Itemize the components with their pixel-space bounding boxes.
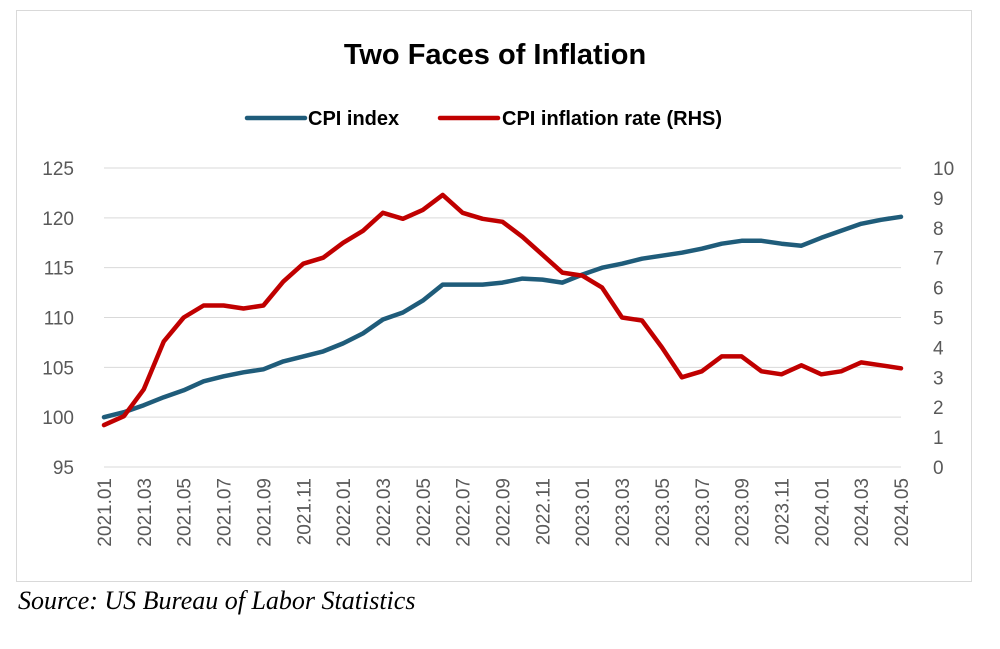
y-right-tick-label: 9	[933, 189, 944, 210]
x-tick-label: 2024.05	[892, 478, 913, 547]
gridlines	[104, 167, 901, 468]
y-right-tick-label: 5	[933, 309, 944, 330]
legend: CPI index CPI inflation rate (RHS)	[244, 108, 722, 130]
x-tick-label: 2021.07	[215, 478, 236, 547]
x-tick-label: 2022.05	[414, 478, 435, 547]
y-left-tick-label: 115	[44, 259, 74, 280]
y-right-tick-label: 7	[933, 249, 944, 270]
y-right-tick-label: 4	[933, 338, 944, 359]
series-lines	[101, 192, 904, 428]
y-right-tick-label: 6	[933, 279, 944, 300]
y-left-tick-label: 120	[42, 209, 74, 230]
x-tick-label: 2021.11	[294, 478, 315, 545]
x-tick-label: 2022.09	[494, 478, 515, 547]
y-axis-left: 95 100 105 110 115 120 125	[42, 159, 74, 479]
x-tick-label: 2021.03	[135, 478, 156, 547]
chart-title: Two Faces of Inflation	[344, 39, 646, 71]
y-left-tick-label: 110	[44, 309, 74, 330]
x-tick-label: 2021.05	[175, 478, 196, 547]
y-right-tick-label: 3	[933, 368, 944, 389]
y-right-tick-label: 0	[933, 458, 944, 479]
x-tick-label: 2021.09	[254, 478, 275, 547]
legend-label: CPI inflation rate (RHS)	[502, 108, 722, 130]
x-tick-label: 2024.01	[812, 478, 833, 547]
chart-svg: Two Faces of Inflation CPI index CPI infl…	[42, 39, 954, 547]
x-tick-label: 2022.01	[334, 478, 355, 547]
x-tick-label: 2023.09	[733, 478, 754, 547]
y-left-tick-label: 100	[42, 408, 74, 429]
x-tick-label: 2021.01	[95, 478, 116, 547]
series-line-cpi-inflation-rate-rhs	[101, 192, 904, 428]
chart-frame: Two Faces of Inflation CPI index CPI infl…	[16, 10, 972, 582]
x-tick-label: 2022.03	[374, 478, 395, 547]
x-tick-label: 2023.11	[772, 478, 793, 545]
series-line-cpi-index	[101, 214, 904, 420]
y-left-tick-label: 95	[53, 458, 74, 479]
y-right-tick-label: 10	[933, 159, 954, 180]
x-tick-label: 2022.11	[533, 478, 554, 545]
source-note: Source: US Bureau of Labor Statistics	[18, 586, 416, 615]
legend-label: CPI index	[308, 108, 399, 130]
y-right-tick-label: 8	[933, 219, 944, 240]
y-right-tick-label: 1	[933, 428, 944, 449]
y-axis-right: 0 1 2 3 4 5 6 7 8 9 10	[933, 159, 954, 479]
x-axis: 2021.01 2021.03 2021.05 2021.07 2021.09 2021.…	[95, 478, 913, 547]
y-left-tick-label: 105	[42, 358, 74, 379]
y-right-tick-label: 2	[933, 398, 944, 419]
x-tick-label: 2023.05	[653, 478, 674, 547]
x-tick-label: 2022.07	[454, 478, 475, 547]
y-left-tick-label: 125	[42, 159, 74, 180]
x-tick-label: 2023.07	[693, 478, 714, 547]
x-tick-label: 2023.01	[573, 478, 594, 547]
x-tick-label: 2024.03	[852, 478, 873, 547]
x-tick-label: 2023.03	[613, 478, 634, 547]
